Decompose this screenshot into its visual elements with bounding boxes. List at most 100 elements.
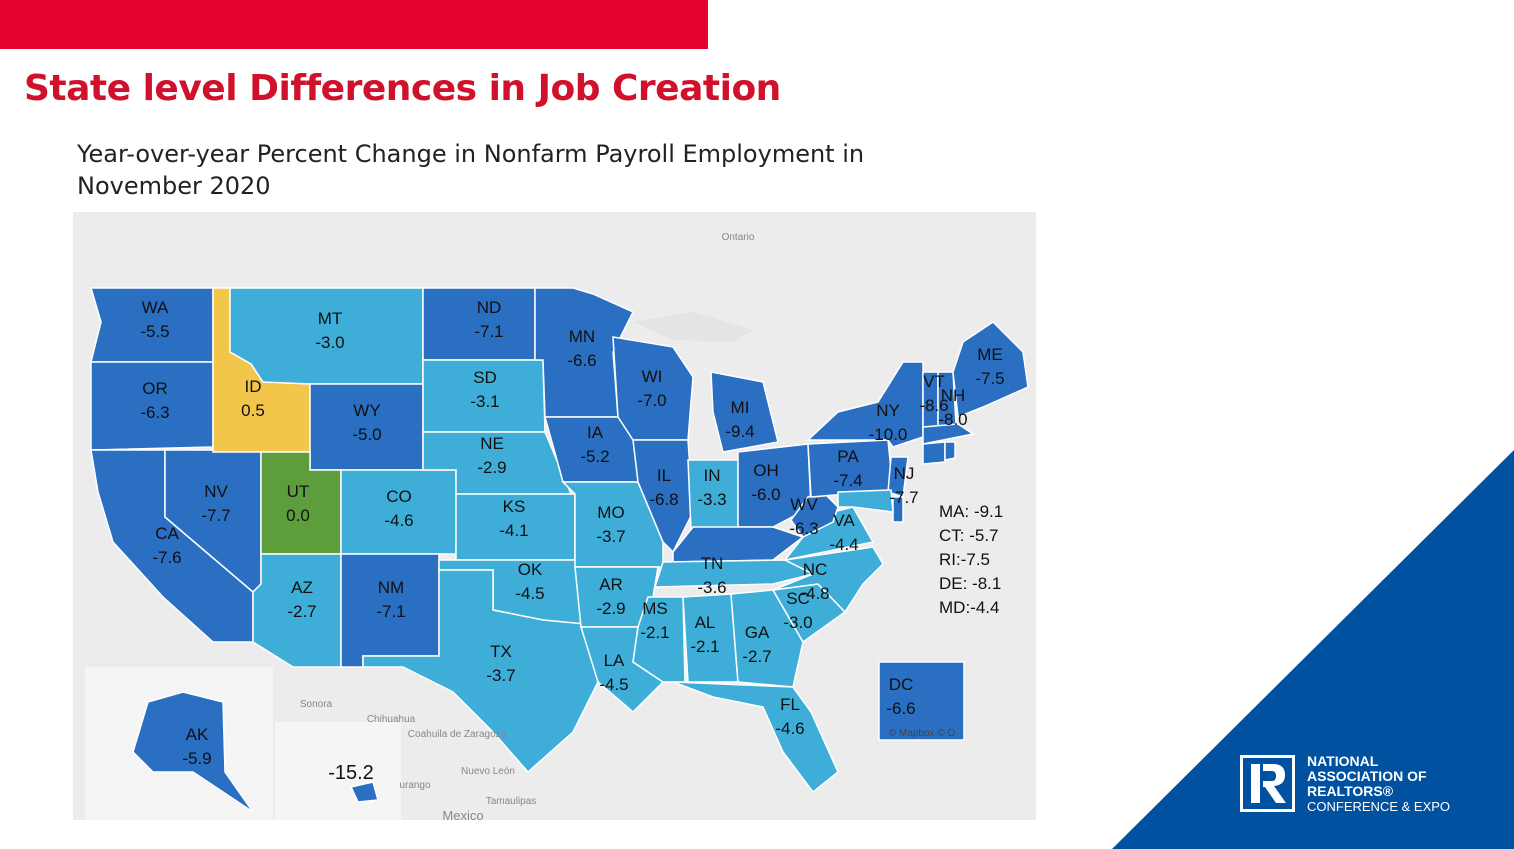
logo-line-3: REALTORS® [1307,783,1394,799]
state-value-NC: -4.8 [800,584,829,603]
state-value-SC: -3.0 [783,613,812,632]
state-value-NM: -7.1 [376,602,405,621]
state-code-IN: IN [704,466,721,485]
state-value-ME: -7.5 [975,369,1004,388]
choropleth-map[interactable]: Ontario Sonora Chihuahua Coahuila de Zar… [73,212,1036,820]
state-value-WY: -5.0 [352,425,381,444]
state-code-ME: ME [977,345,1003,364]
state-code-GA: GA [745,623,770,642]
state-code-KS: KS [503,497,526,516]
state-MD[interactable] [837,489,894,513]
state-code-IA: IA [587,423,604,442]
state-KY[interactable] [672,526,805,563]
state-CT[interactable] [922,441,946,465]
state-code-NH: NH [941,386,966,405]
state-code-ND: ND [477,298,502,317]
state-code-SD: SD [473,368,497,387]
state-DC[interactable] [878,661,965,741]
state-RI[interactable] [944,441,956,461]
state-value-NE: -2.9 [477,458,506,477]
hawaii-inset [275,722,401,820]
state-GA[interactable] [730,589,804,688]
state-NY[interactable] [806,361,924,448]
map-svg: Ontario Sonora Chihuahua Coahuila de Zar… [85,232,1029,820]
state-code-MT: MT [318,309,343,328]
geo-label-durango: urango [399,780,431,791]
state-label-layer: WA -5.5 OR -6.3 CA -7.6 NV -7.7 ID 0.5 MT -3.0 WY -5.… [140,298,1004,784]
state-value-DC: -6.6 [886,699,915,718]
state-value-WV: -6.3 [789,519,818,538]
state-code-SC: SC [786,589,810,608]
state-AK[interactable] [132,691,254,813]
state-value-WA: -5.5 [140,322,169,341]
state-value-ID: 0.5 [241,401,265,420]
state-value-IL: -6.8 [649,490,678,509]
state-code-NE: NE [480,434,504,453]
state-value-OK: -4.5 [515,584,544,603]
state-code-VT: VT [923,372,945,391]
state-value-MI: -9.4 [725,422,754,441]
state-code-UT: UT [287,482,310,501]
state-value-WI: -7.0 [637,391,666,410]
nar-logo-icon [1240,755,1295,812]
state-code-OK: OK [518,560,543,579]
logo-line-1: NATIONAL [1307,753,1379,769]
state-value-AR: -2.9 [596,599,625,618]
state-code-TN: TN [701,554,724,573]
state-value-OR: -6.3 [140,403,169,422]
state-HI[interactable] [349,781,379,803]
logo-line-2: ASSOCIATION OF [1307,768,1427,784]
state-value-TN: -3.6 [697,578,726,597]
state-value-AK: -5.9 [182,749,211,768]
state-NC[interactable] [772,546,884,614]
state-value-NV: -7.7 [201,506,230,525]
state-value-PA: -7.4 [833,471,862,490]
state-value-MO: -3.7 [596,527,625,546]
state-value-TX: -3.7 [486,666,515,685]
state-code-NJ: NJ [894,464,915,483]
small-state-de: DE: -8.1 [939,574,1002,593]
state-code-ID: ID [245,377,262,396]
state-code-NY: NY [876,401,900,420]
geo-label-chihuahua: Chihuahua [367,714,416,725]
state-code-NC: NC [803,560,828,579]
state-value-VT: -8.6 [919,396,948,415]
state-value-NH: -8.0 [938,410,967,429]
state-value-SD: -3.1 [470,392,499,411]
state-TX[interactable] [362,569,599,774]
state-value-FL: -4.6 [775,719,804,738]
state-OH[interactable] [737,443,812,528]
state-value-IN: -3.3 [697,490,726,509]
small-state-md: MD:-4.4 [939,598,1000,617]
state-value-LA: -4.5 [599,675,628,694]
state-MI[interactable] [710,371,779,453]
state-value-MS: -2.1 [640,623,669,642]
state-code-CO: CO [386,487,412,506]
state-ME[interactable] [952,321,1029,419]
geo-label-sonora: Sonora [300,699,333,710]
state-FL[interactable] [672,681,839,794]
slide-subtitle: Year-over-year Percent Change in Nonfarm… [77,140,865,200]
state-TN[interactable] [653,559,816,588]
geo-label-coahuila: Coahuila de Zaragoza [408,729,507,740]
state-code-AK: AK [186,725,209,744]
state-value-CA: -7.6 [152,548,181,567]
state-code-TX: TX [490,642,512,661]
state-code-OH: OH [753,461,779,480]
state-code-CA: CA [155,524,179,543]
state-code-NM: NM [378,578,404,597]
state-code-DC: DC [889,675,914,694]
state-code-MN: MN [569,327,595,346]
state-value-MN: -6.6 [567,351,596,370]
geo-label-tamaulipas: Tamaulipas [486,796,537,807]
state-code-MI: MI [731,398,750,417]
state-DE[interactable] [892,496,904,523]
state-value-NY: -10.0 [869,425,908,444]
state-code-MO: MO [597,503,624,522]
state-code-FL: FL [780,695,800,714]
state-value-MT: -3.0 [315,333,344,352]
state-WI[interactable] [612,336,694,441]
nar-logo-text: NATIONAL ASSOCIATION OF REALTORS® CONFER… [1307,753,1450,815]
map-attribution: © Mapbox © O [889,728,956,739]
state-MA[interactable] [922,423,975,445]
